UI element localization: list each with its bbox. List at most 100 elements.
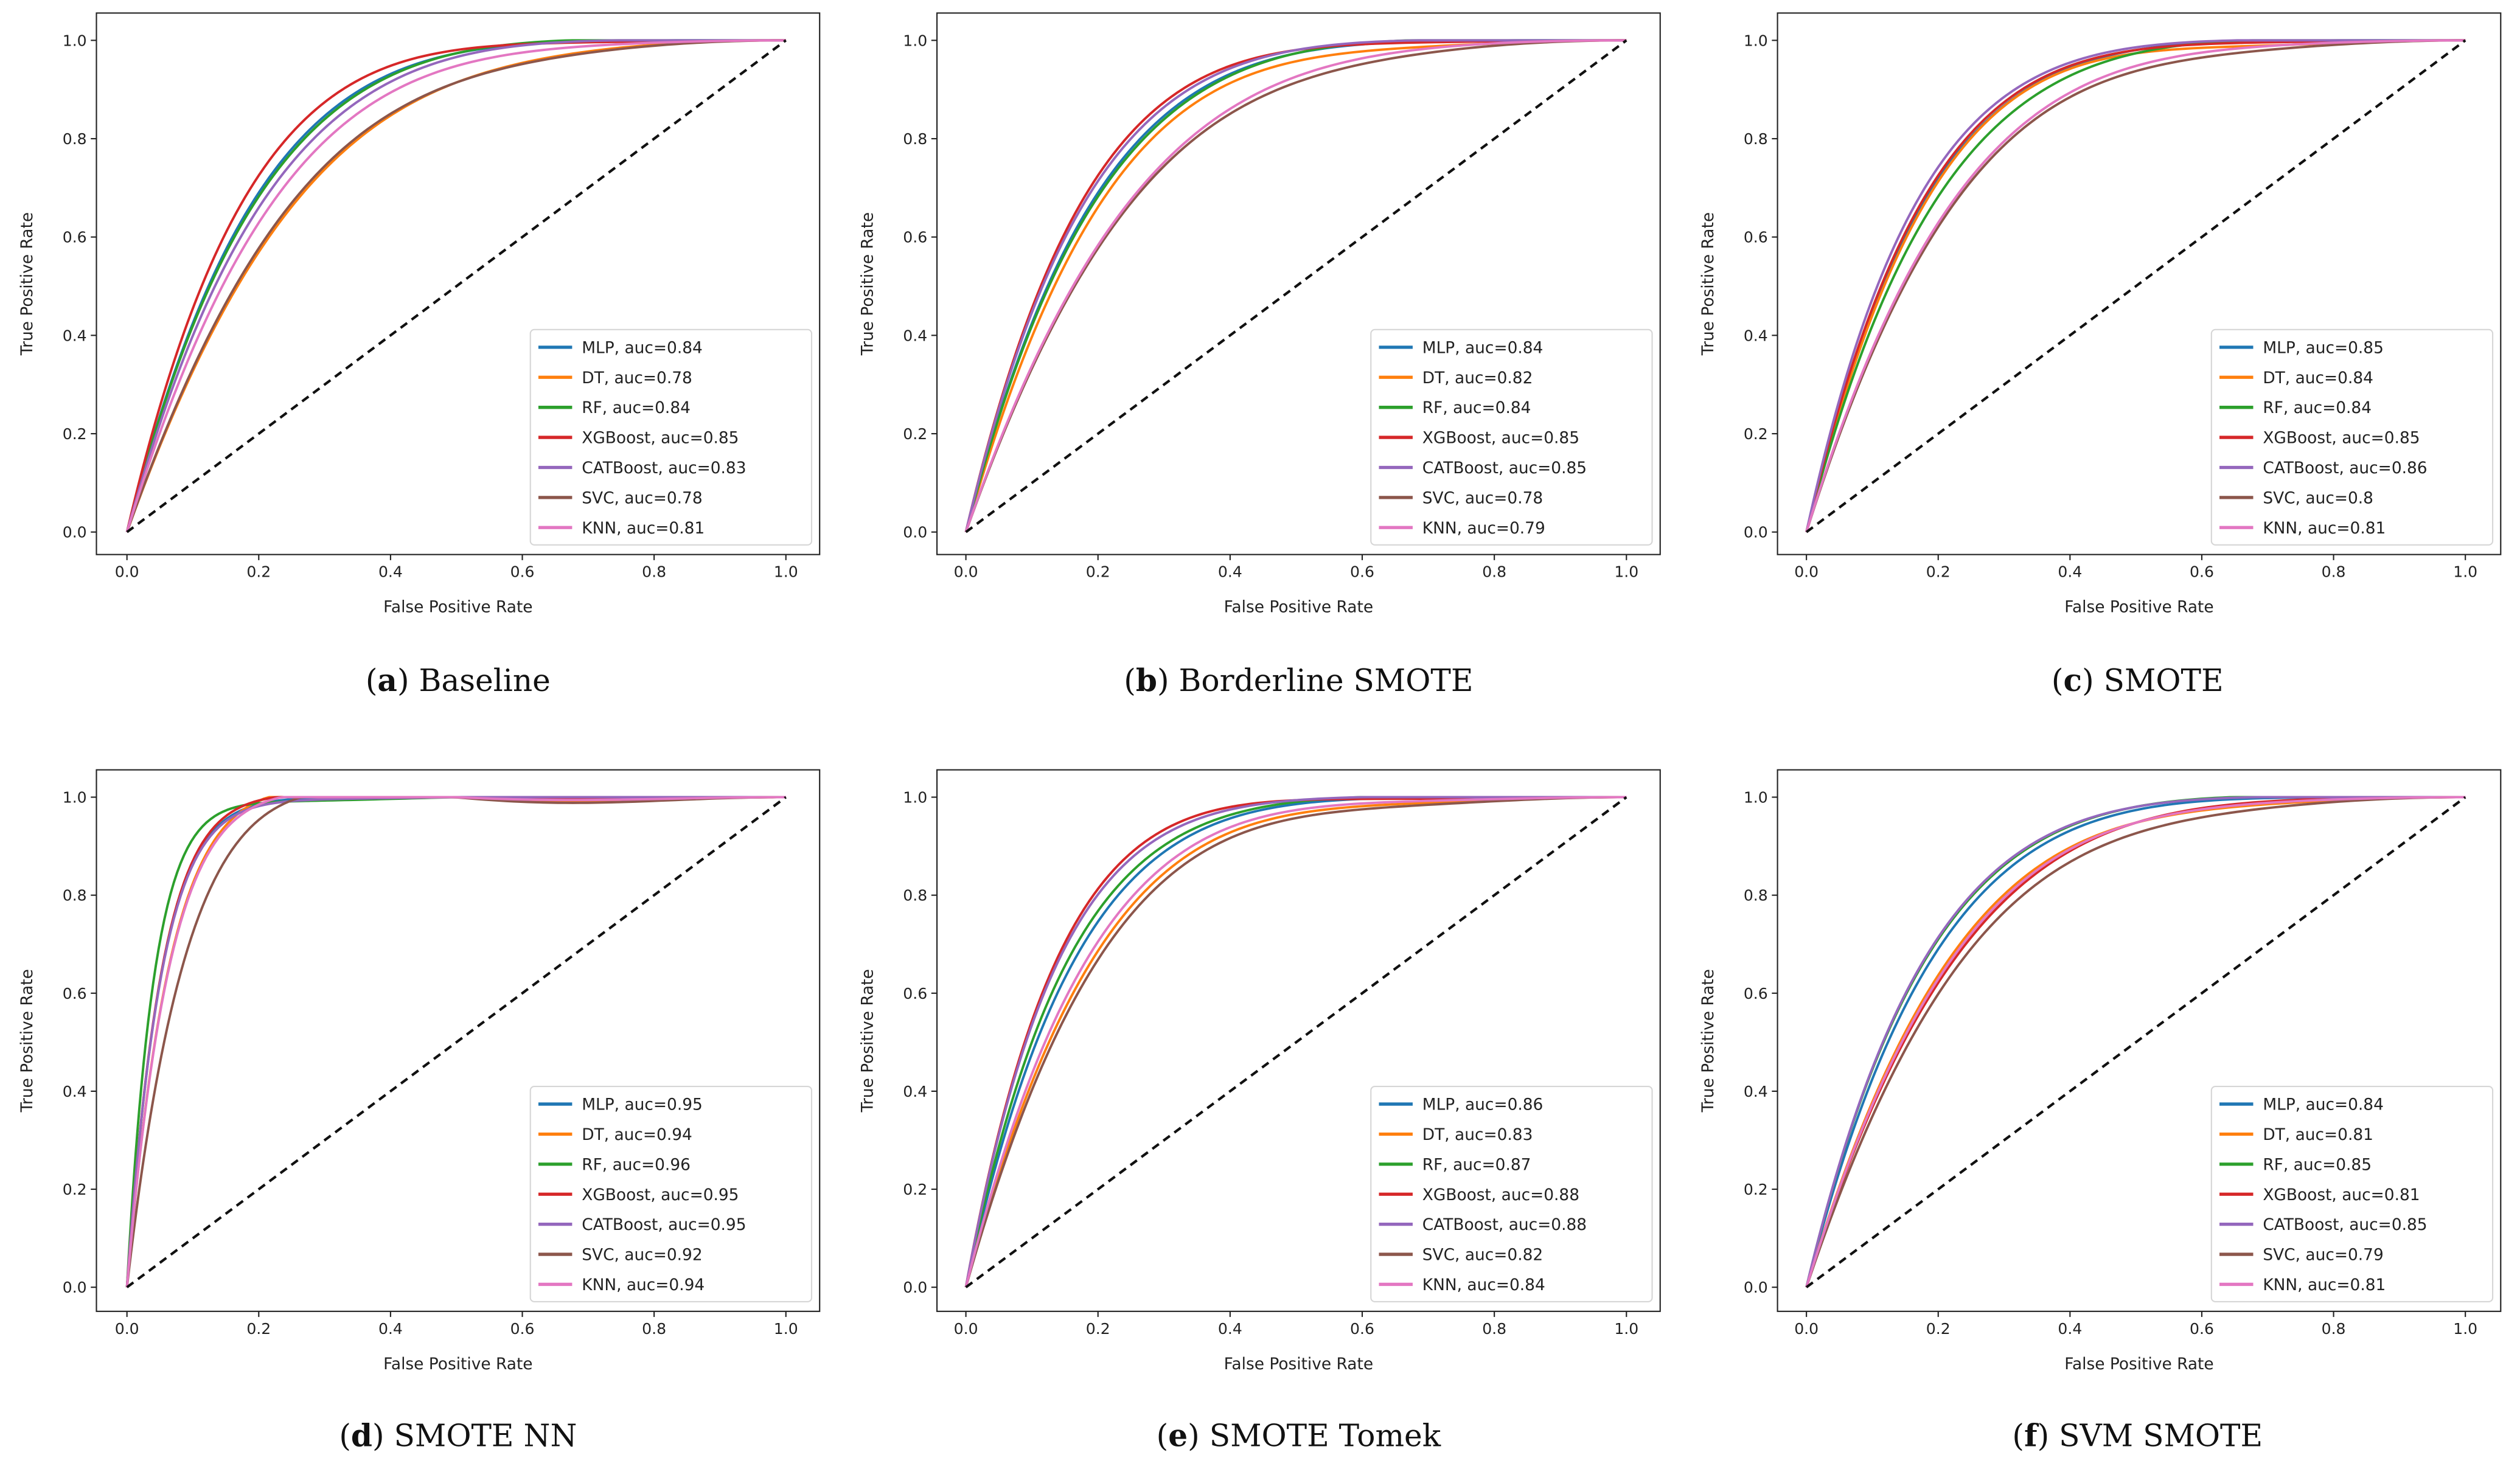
subfigure-caption: (d) SMOTE NN xyxy=(339,1418,577,1454)
y-tick-label: 0.8 xyxy=(1744,130,1768,148)
legend-label: DT, auc=0.82 xyxy=(1422,369,1533,387)
legend-label: RF, auc=0.87 xyxy=(1422,1155,1531,1174)
y-tick-label: 0.0 xyxy=(1744,524,1768,541)
x-tick-label: 0.2 xyxy=(246,1320,271,1338)
caption-letter: b xyxy=(1136,662,1157,698)
caption-text: SMOTE NN xyxy=(394,1418,577,1454)
y-tick-label: 0.0 xyxy=(63,524,87,541)
y-tick-label: 0.8 xyxy=(63,887,87,905)
legend-label: XGBoost, auc=0.81 xyxy=(2263,1186,2420,1204)
y-tick-label: 1.0 xyxy=(903,789,927,807)
chance-line xyxy=(1805,796,2466,1288)
y-axis-label: True Positive Rate xyxy=(18,969,37,1113)
legend-label: RF, auc=0.96 xyxy=(582,1155,691,1174)
legend: MLP, auc=0.84 DT, auc=0.82 RF, auc=0.84 XGB… xyxy=(1370,328,1653,546)
x-tick-label: 1.0 xyxy=(774,563,798,581)
caption-paren: ( xyxy=(339,1418,351,1454)
legend-label: MLP, auc=0.84 xyxy=(1422,338,1544,357)
y-tick-label: 0.2 xyxy=(63,1181,87,1198)
legend: MLP, auc=0.95 DT, auc=0.94 RF, auc=0.96 XGB… xyxy=(529,1085,813,1303)
legend-label: SVC, auc=0.92 xyxy=(582,1246,702,1265)
y-axis-label: True Positive Rate xyxy=(18,212,37,356)
legend-label: MLP, auc=0.84 xyxy=(582,338,703,357)
legend-label: XGBoost, auc=0.85 xyxy=(582,429,739,448)
legend-label: MLP, auc=0.86 xyxy=(1422,1096,1544,1114)
legend-label: MLP, auc=0.95 xyxy=(582,1096,703,1114)
legend-label: XGBoost, auc=0.88 xyxy=(1422,1186,1579,1204)
caption-paren: ( xyxy=(2012,1418,2024,1454)
caption-paren: ( xyxy=(1157,1418,1169,1454)
x-axis-label: False Positive Rate xyxy=(1224,1355,1373,1373)
x-tick-label: 0.0 xyxy=(115,1320,139,1338)
y-tick-label: 0.4 xyxy=(903,327,927,344)
y-axis-label: True Positive Rate xyxy=(858,969,877,1113)
x-tick-label: 1.0 xyxy=(1614,1320,1638,1338)
x-tick-label: 0.6 xyxy=(1350,563,1374,581)
legend-label: DT, auc=0.81 xyxy=(2263,1125,2373,1144)
chance-line xyxy=(965,796,1627,1288)
x-tick-label: 1.0 xyxy=(2453,1320,2477,1338)
roc-panel-e: 0.0 0.2 0.4 0.6 0.8 1.0 0.0 0.2 0.4 0.6 0.8 1.0 Fals… xyxy=(858,769,1661,1454)
x-tick-label: 0.4 xyxy=(2058,563,2082,581)
x-tick-label: 0.0 xyxy=(954,563,978,581)
x-tick-label: 1.0 xyxy=(1614,563,1638,581)
y-tick-label: 0.4 xyxy=(1744,327,1768,344)
x-tick-label: 0.6 xyxy=(1350,1320,1374,1338)
subfigure-caption: (b) Borderline SMOTE xyxy=(1124,662,1473,698)
y-tick-label: 0.2 xyxy=(1744,425,1768,443)
caption-text: SVM SMOTE xyxy=(2059,1418,2263,1454)
x-tick-label: 0.8 xyxy=(642,563,666,581)
legend-label: KNN, auc=0.94 xyxy=(582,1276,705,1294)
legend-label: CATBoost, auc=0.85 xyxy=(2263,1215,2427,1234)
x-tick-label: 0.8 xyxy=(2322,563,2346,581)
y-tick-label: 0.8 xyxy=(63,130,87,148)
y-tick-label: 0.2 xyxy=(63,425,87,443)
y-tick-label: 0.0 xyxy=(63,1279,87,1296)
x-tick-label: 0.6 xyxy=(2190,1320,2214,1338)
legend-label: MLP, auc=0.85 xyxy=(2263,338,2384,357)
legend-box xyxy=(1370,328,1653,546)
x-tick-label: 0.8 xyxy=(2322,1320,2346,1338)
y-axis-label: True Positive Rate xyxy=(858,212,877,356)
roc-panel-c: 0.0 0.2 0.4 0.6 0.8 1.0 0.0 0.2 0.4 0.6 0.8 1.0 Fals… xyxy=(1699,12,2502,698)
caption-paren: ( xyxy=(1124,662,1136,698)
legend-label: DT, auc=0.84 xyxy=(2263,369,2373,387)
x-tick-label: 0.2 xyxy=(1086,563,1110,581)
y-axis-label: True Positive Rate xyxy=(1699,212,1718,356)
legend-label: SVC, auc=0.78 xyxy=(1422,488,1543,507)
caption-paren: ) xyxy=(2038,1418,2059,1454)
legend-label: SVC, auc=0.78 xyxy=(582,488,702,507)
y-tick-label: 0.4 xyxy=(1744,1083,1768,1100)
legend-label: RF, auc=0.84 xyxy=(2263,398,2372,417)
caption-text: Borderline SMOTE xyxy=(1179,662,1474,698)
y-tick-label: 0.6 xyxy=(1744,229,1768,246)
y-tick-label: 0.8 xyxy=(1744,887,1768,905)
legend-box xyxy=(1370,1085,1653,1303)
x-tick-label: 1.0 xyxy=(774,1320,798,1338)
caption-paren: ) xyxy=(2082,662,2104,698)
y-tick-label: 0.2 xyxy=(1744,1181,1768,1198)
legend: MLP, auc=0.86 DT, auc=0.83 RF, auc=0.87 XGB… xyxy=(1370,1085,1653,1303)
legend-box xyxy=(2210,1085,2494,1303)
roc-curve-catboost xyxy=(964,796,1627,1288)
legend-box xyxy=(2210,328,2494,546)
x-tick-label: 0.4 xyxy=(1218,1320,1242,1338)
x-tick-label: 0.4 xyxy=(1218,563,1242,581)
y-tick-label: 0.6 xyxy=(903,985,927,1002)
legend-label: DT, auc=0.94 xyxy=(582,1125,692,1144)
x-axis-label: False Positive Rate xyxy=(1224,598,1373,617)
roc-curve-knn xyxy=(964,39,1627,533)
caption-letter: d xyxy=(351,1418,372,1454)
y-tick-label: 1.0 xyxy=(1744,789,1768,807)
roc-curve-knn xyxy=(964,796,1627,1288)
legend-label: CATBoost, auc=0.95 xyxy=(582,1215,746,1234)
y-tick-label: 0.0 xyxy=(903,1279,927,1296)
roc-curve-svc xyxy=(125,39,786,533)
caption-paren: ) xyxy=(1188,1418,1210,1454)
x-axis-label: False Positive Rate xyxy=(383,598,532,617)
x-tick-label: 0.6 xyxy=(510,563,535,581)
y-tick-label: 0.4 xyxy=(63,1083,87,1100)
y-tick-label: 0.4 xyxy=(63,327,87,344)
legend-label: DT, auc=0.83 xyxy=(1422,1125,1533,1144)
